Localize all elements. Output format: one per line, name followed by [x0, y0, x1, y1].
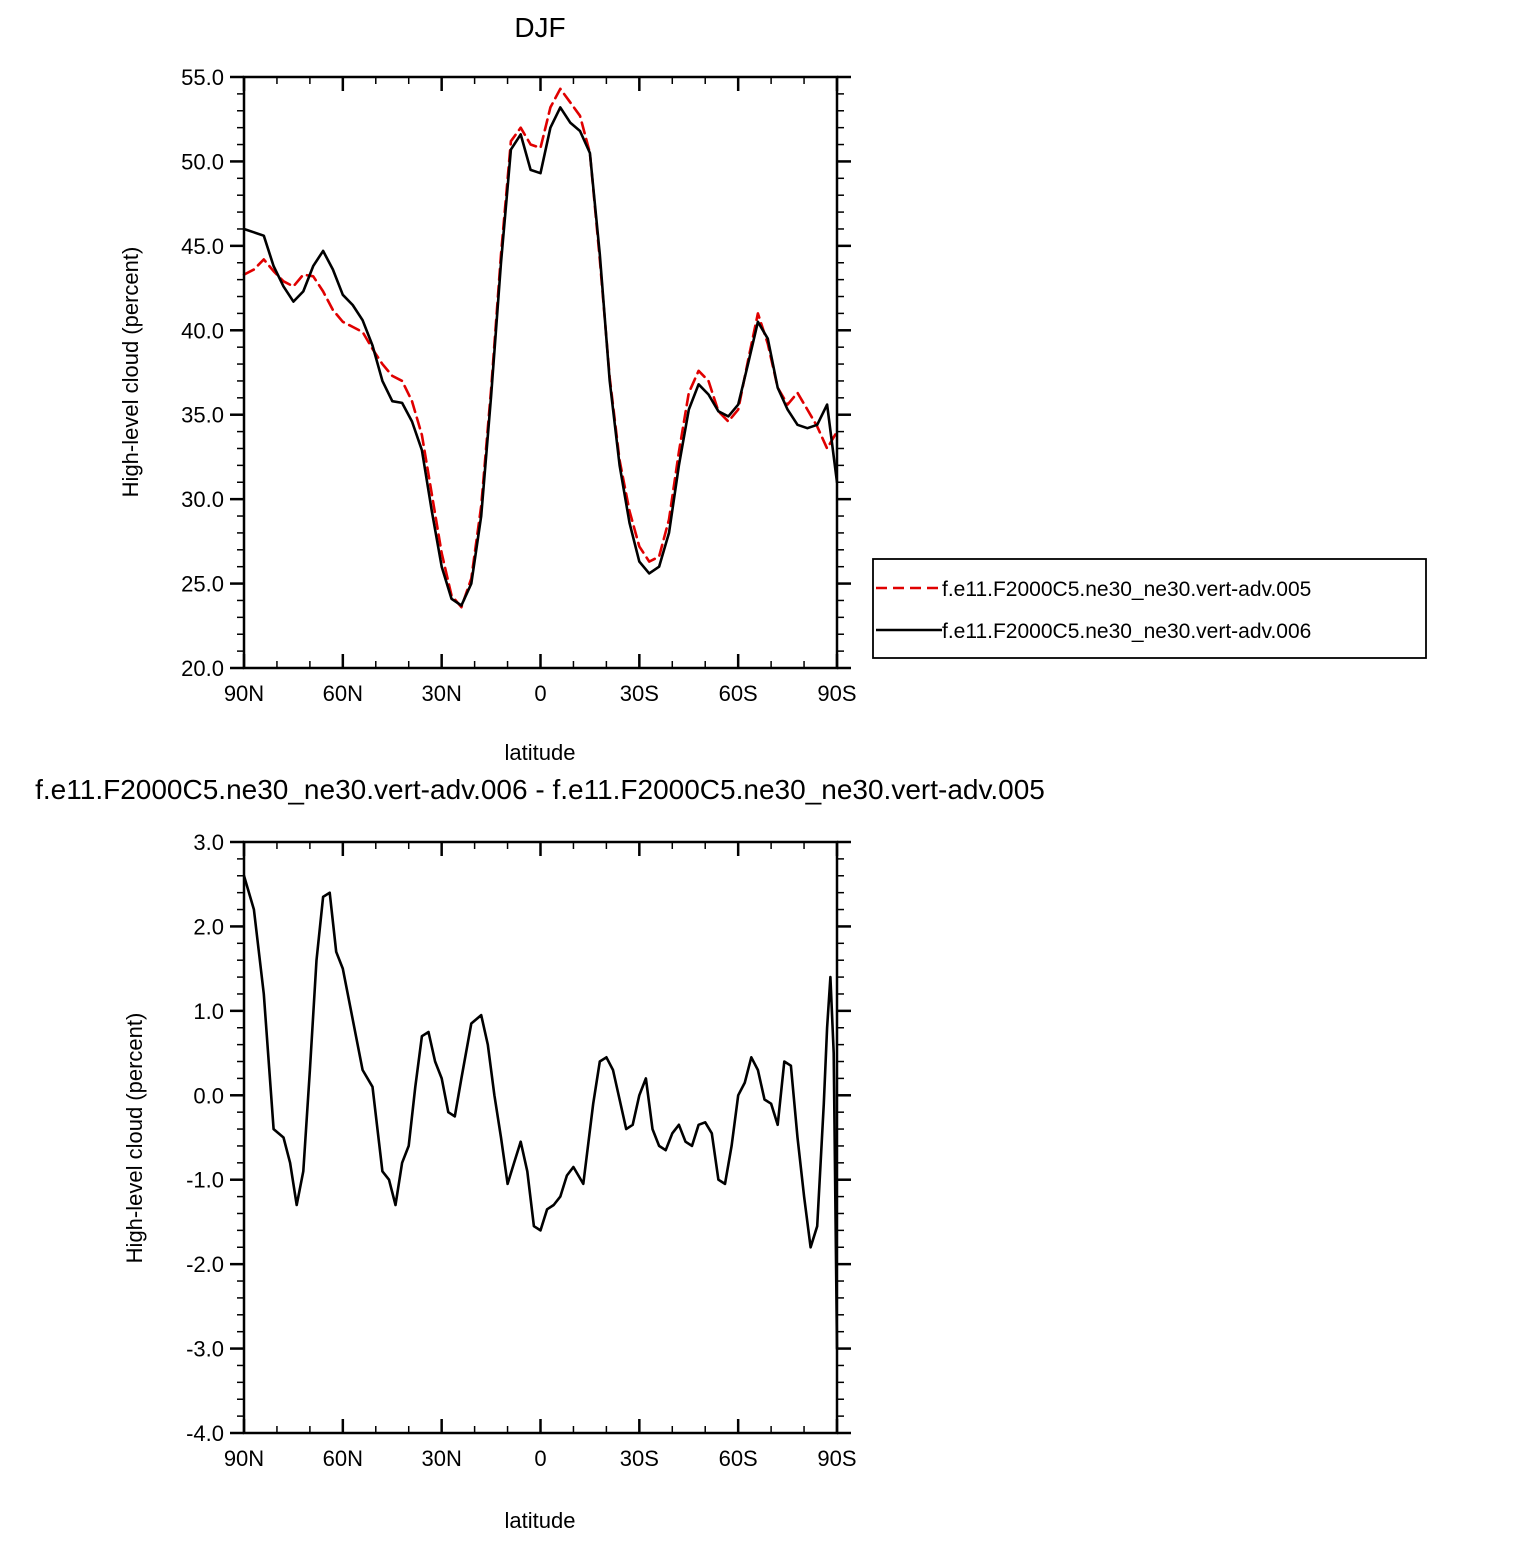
bottom-chart-ytick-label: 1.0 — [193, 999, 224, 1024]
bottom-chart-xtick-label: 30S — [620, 1446, 659, 1471]
top-chart-xtick-label: 30S — [620, 681, 659, 706]
bottom-chart-xtick-label: 60S — [719, 1446, 758, 1471]
top-chart-xtick-label: 0 — [534, 681, 546, 706]
top-chart-ticks: 90N 60N 30N 0 30S 60S 90S 55.0 50.0 45.0 40.0 35.0 3… — [181, 65, 856, 706]
top-chart-ytick-label: 25.0 — [181, 572, 224, 597]
bottom-chart-ytick-label: -2.0 — [186, 1252, 224, 1277]
legend-label-006: f.e11.F2000C5.ne30_ne30.vert-adv.006 — [942, 620, 1311, 643]
top-chart-ylabel: High-level cloud (percent) — [118, 247, 143, 498]
bottom-chart-ylabel: High-level cloud (percent) — [122, 1013, 147, 1264]
bottom-chart-ytick-label: 3.0 — [193, 830, 224, 855]
bottom-chart-ticks: 90N 60N 30N 0 30S 60S 90S 3.0 2.0 1.0 0.0 -1.0 -2.0 -… — [186, 830, 857, 1471]
bottom-chart-xtick-label: 90N — [224, 1446, 264, 1471]
bottom-chart-xtick-label: 0 — [534, 1446, 546, 1471]
top-chart-ytick-label: 30.0 — [181, 487, 224, 512]
top-chart-ytick-label: 35.0 — [181, 403, 224, 428]
bottom-chart-xtick-label: 30N — [421, 1446, 461, 1471]
top-chart-title: DJF — [514, 12, 565, 43]
top-chart-xtick-label: 90S — [817, 681, 856, 706]
top-chart-series-line-0 — [242, 87, 839, 609]
bottom-chart-ytick-label: -1.0 — [186, 1168, 224, 1193]
top-chart-xtick-label: 60N — [323, 681, 363, 706]
top-chart-ytick-label: 20.0 — [181, 656, 224, 681]
top-chart: DJF High-level cloud (percent) latitude … — [118, 12, 1427, 765]
top-chart-xtick-label: 30N — [421, 681, 461, 706]
bottom-chart-ytick-label: 2.0 — [193, 914, 224, 939]
bottom-chart-ytick-label: -3.0 — [186, 1337, 224, 1362]
legend: f.e11.F2000C5.ne30_ne30.vert-adv.005 f.e… — [872, 558, 1427, 659]
legend-label-005: f.e11.F2000C5.ne30_ne30.vert-adv.005 — [942, 578, 1311, 601]
bottom-chart: f.e11.F2000C5.ne30_ne30.vert-adv.006 - f… — [35, 774, 1045, 1533]
top-chart-xtick-label: 60S — [719, 681, 758, 706]
top-chart-series-line-1 — [242, 106, 839, 607]
bottom-chart-ytick-label: 0.0 — [193, 1083, 224, 1108]
legend-box — [872, 558, 1427, 659]
top-chart-xtick-label: 90N — [224, 681, 264, 706]
bottom-chart-frame — [242, 840, 839, 1435]
top-chart-xlabel: latitude — [505, 740, 576, 765]
top-chart-ytick-label: 45.0 — [181, 234, 224, 259]
bottom-chart-series — [242, 874, 839, 1350]
bottom-chart-series-line-0 — [242, 874, 839, 1350]
bottom-chart-xlabel: latitude — [505, 1508, 576, 1533]
top-chart-series — [242, 87, 839, 609]
bottom-chart-title: f.e11.F2000C5.ne30_ne30.vert-adv.006 - f… — [35, 774, 1045, 805]
top-chart-ytick-label: 55.0 — [181, 65, 224, 90]
top-chart-ytick-label: 40.0 — [181, 318, 224, 343]
bottom-chart-xtick-label: 60N — [323, 1446, 363, 1471]
bottom-chart-ytick-label: -4.0 — [186, 1421, 224, 1446]
top-chart-frame — [242, 75, 839, 670]
top-chart-ytick-label: 50.0 — [181, 149, 224, 174]
bottom-chart-xtick-label: 90S — [817, 1446, 856, 1471]
